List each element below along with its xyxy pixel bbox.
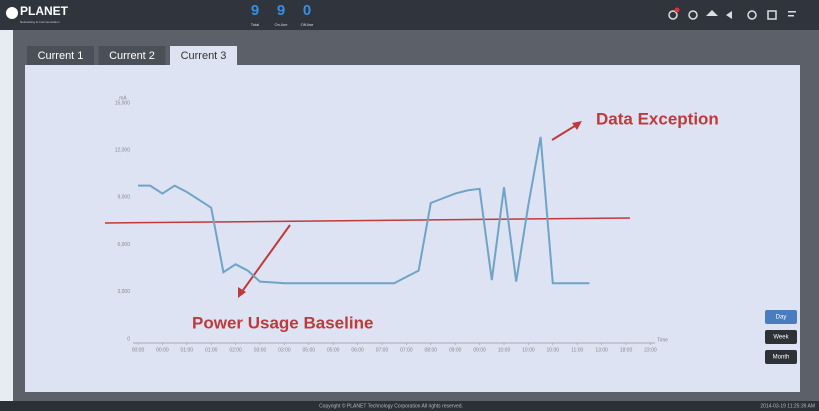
refresh-icon[interactable] [747,10,757,20]
y-tick-label: 15,000 [115,100,131,106]
logo-icon [6,7,18,19]
y-axis-label: mA [119,95,127,101]
x-tick-label: 10:00 [522,347,535,353]
x-tick-label: 06:00 [351,347,364,353]
y-tick-label: 3,000 [117,289,130,295]
x-axis-label: Time [657,337,668,343]
range-button-label: Day [776,315,787,321]
tab[interactable] [27,46,94,65]
x-tick-label: 09:00 [473,347,486,353]
x-tick-label: 07:00 [400,347,413,353]
x-tick-label: 23:00 [644,347,657,353]
range-button-label: Week [773,335,789,341]
content-panel [25,65,800,392]
range-button[interactable] [765,330,797,344]
data-line [138,136,590,285]
y-tick-label: 9,000 [117,195,130,201]
counter-label: Off-line [301,22,315,27]
x-tick-label: 18:00 [620,347,633,353]
logo: PLANET [20,4,69,18]
timestamp: 2014-03-19 11:25:39 AM [760,403,815,409]
x-tick-label: 00:00 [156,347,169,353]
x-tick-label: 08:00 [425,347,438,353]
tab[interactable] [98,46,166,65]
counter-value: 0 [303,2,311,19]
top-bar [0,0,819,30]
arrow-head [238,287,246,298]
home-icon[interactable] [706,10,718,16]
arrow-head [572,121,582,130]
y-tick-label: 6,000 [117,242,130,248]
arrow [551,123,579,141]
counter-value: 9 [277,2,285,19]
x-tick-label: 13:00 [595,347,608,353]
range-button-label: Month [773,355,790,361]
y-tick-label: 0 [127,336,130,342]
x-tick-label: 03:00 [278,347,291,353]
settings-icon[interactable] [767,10,777,20]
range-button[interactable] [765,350,797,364]
x-tick-label: 01:00 [205,347,218,353]
footer [0,401,819,411]
left-strip [0,30,13,401]
tab-label: Current 3 [181,50,227,62]
alert-badge [674,7,680,13]
x-tick-label: 03:00 [254,347,267,353]
range-button[interactable] [765,310,797,324]
menu-icon[interactable] [788,11,796,13]
logo-tagline: Networking & Communication [20,20,60,24]
counter-value: 9 [251,2,259,19]
annotation: Data Exception [596,109,719,128]
x-tick-label: 01:00 [181,347,194,353]
tab-label: Current 2 [109,50,155,62]
x-tick-label: 05:00 [327,347,340,353]
counter-label: On-line [275,22,289,27]
arrow [240,224,291,294]
y-tick-label: 12,000 [115,148,131,154]
annotation: Power Usage Baseline [192,313,373,332]
x-tick-label: 02:00 [229,347,242,353]
alert-icon[interactable] [668,10,678,20]
counter-label: Total [251,22,260,27]
toolbar-icons [668,7,796,20]
baseline-line [104,217,631,224]
x-tick-label: 11:00 [571,347,583,353]
tab-label: Current 1 [38,50,84,62]
back-icon[interactable] [726,11,732,19]
copyright: Copyright © PLANET Technology Corporatio… [319,402,463,409]
x-tick-label: 09:00 [449,347,462,353]
menu-icon [788,15,794,17]
power-icon[interactable] [688,10,698,20]
tab[interactable] [170,46,237,65]
x-tick-label: 05:00 [303,347,316,353]
x-tick-label: 10:00 [498,347,511,353]
x-tick-label: 00:00 [132,347,145,353]
x-tick-label: 10:00 [547,347,560,353]
x-tick-label: 07:00 [376,347,389,353]
